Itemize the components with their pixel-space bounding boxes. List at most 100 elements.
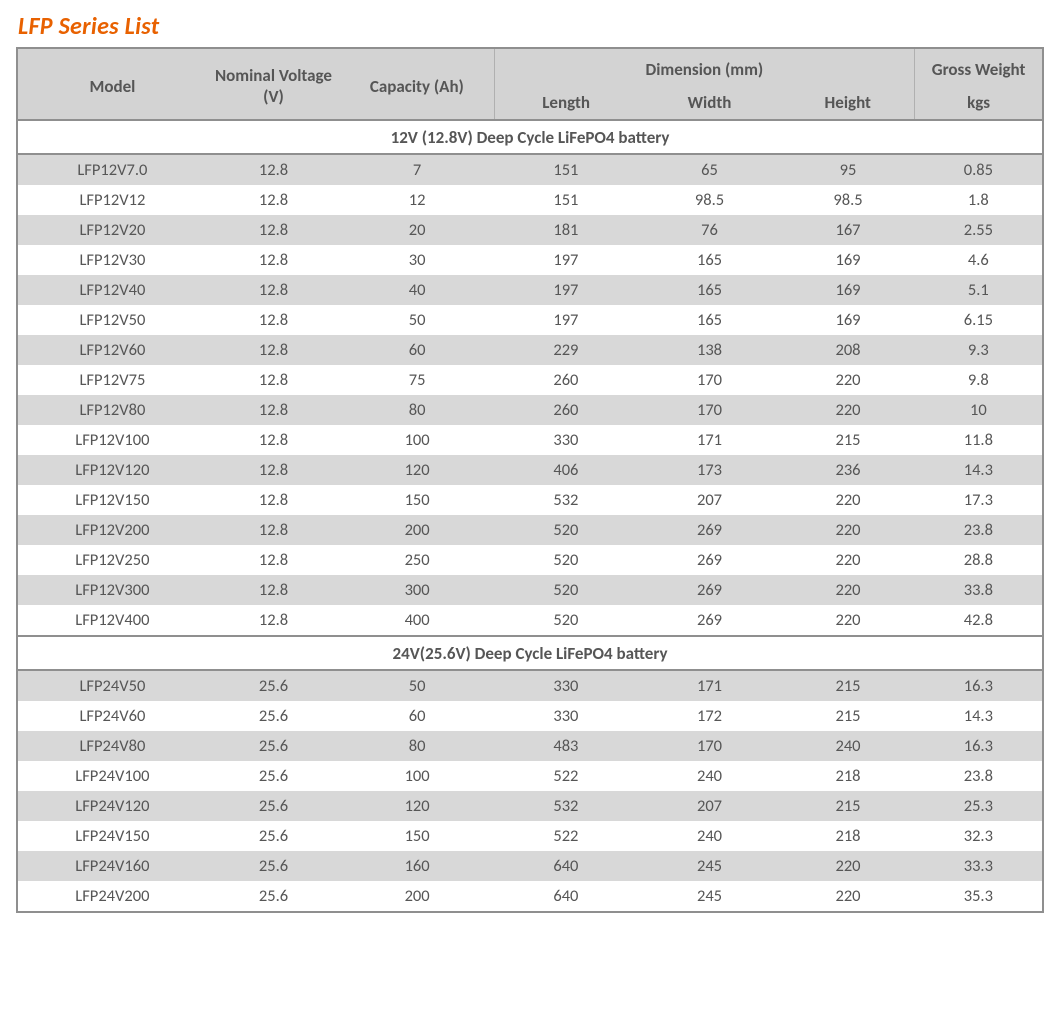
table-cell: LFP12V100 [17, 425, 207, 455]
table-cell: LFP24V200 [17, 881, 207, 912]
table-cell: 65 [638, 154, 782, 185]
table-cell: 197 [494, 245, 638, 275]
table-cell: 240 [638, 821, 782, 851]
table-cell: 12.8 [207, 185, 340, 215]
table-cell: 12.8 [207, 305, 340, 335]
table-cell: 165 [638, 275, 782, 305]
table-cell: 120 [340, 791, 494, 821]
table-cell: 160 [340, 851, 494, 881]
table-cell: 10 [915, 395, 1043, 425]
table-cell: 200 [340, 515, 494, 545]
table-cell: 520 [494, 515, 638, 545]
table-cell: 220 [781, 545, 914, 575]
table-cell: 330 [494, 701, 638, 731]
col-dimension-group: Dimension (mm) [494, 48, 915, 86]
table-cell: 171 [638, 425, 782, 455]
table-cell: 75 [340, 365, 494, 395]
table-cell: 16.3 [915, 731, 1043, 761]
table-row: LFP12V4012.8401971651695.1 [17, 275, 1043, 305]
table-cell: 12.8 [207, 485, 340, 515]
table-cell: 12.8 [207, 365, 340, 395]
table-cell: 25.6 [207, 731, 340, 761]
table-cell: 9.8 [915, 365, 1043, 395]
table-cell: 330 [494, 670, 638, 701]
table-cell: LFP12V200 [17, 515, 207, 545]
col-length: Length [494, 86, 638, 120]
table-cell: 220 [781, 575, 914, 605]
table-cell: 269 [638, 515, 782, 545]
col-weight-line2: kgs [915, 86, 1043, 120]
table-cell: 98.5 [781, 185, 914, 215]
table-cell: 25.6 [207, 881, 340, 912]
table-cell: LFP24V160 [17, 851, 207, 881]
table-row: LFP24V6025.66033017221514.3 [17, 701, 1043, 731]
table-cell: 25.6 [207, 701, 340, 731]
col-height: Height [781, 86, 914, 120]
table-cell: 32.3 [915, 821, 1043, 851]
table-cell: 95 [781, 154, 914, 185]
table-cell: 220 [781, 395, 914, 425]
table-row: LFP24V8025.68048317024016.3 [17, 731, 1043, 761]
col-width: Width [638, 86, 782, 120]
table-cell: 50 [340, 305, 494, 335]
table-cell: 240 [638, 761, 782, 791]
table-cell: 170 [638, 395, 782, 425]
col-weight-line1: Gross Weight [915, 48, 1043, 86]
table-cell: 23.8 [915, 761, 1043, 791]
table-cell: 169 [781, 305, 914, 335]
table-cell: 16.3 [915, 670, 1043, 701]
table-cell: LFP12V7.0 [17, 154, 207, 185]
table-cell: 42.8 [915, 605, 1043, 636]
table-cell: LFP12V30 [17, 245, 207, 275]
table-cell: 229 [494, 335, 638, 365]
table-cell: 260 [494, 365, 638, 395]
table-cell: 170 [638, 365, 782, 395]
table-row: LFP12V7.012.8715165950.85 [17, 154, 1043, 185]
table-cell: 80 [340, 731, 494, 761]
table-row: LFP12V15012.815053220722017.3 [17, 485, 1043, 515]
table-cell: 532 [494, 791, 638, 821]
table-cell: 30 [340, 245, 494, 275]
table-row: LFP12V8012.88026017022010 [17, 395, 1043, 425]
table-cell: 25.3 [915, 791, 1043, 821]
table-cell: 40 [340, 275, 494, 305]
table-cell: 181 [494, 215, 638, 245]
table-cell: 520 [494, 545, 638, 575]
table-cell: LFP12V20 [17, 215, 207, 245]
table-cell: 23.8 [915, 515, 1043, 545]
table-cell: 218 [781, 821, 914, 851]
table-cell: 12.8 [207, 275, 340, 305]
table-cell: LFP24V120 [17, 791, 207, 821]
table-cell: 4.6 [915, 245, 1043, 275]
table-cell: 483 [494, 731, 638, 761]
table-cell: LFP12V300 [17, 575, 207, 605]
table-row: LFP12V2012.820181761672.55 [17, 215, 1043, 245]
table-cell: 12.8 [207, 395, 340, 425]
table-cell: 220 [781, 485, 914, 515]
table-cell: 20 [340, 215, 494, 245]
table-cell: 25.6 [207, 670, 340, 701]
table-row: LFP24V16025.616064024522033.3 [17, 851, 1043, 881]
table-cell: 197 [494, 305, 638, 335]
table-cell: 207 [638, 791, 782, 821]
table-cell: LFP12V60 [17, 335, 207, 365]
table-cell: LFP24V150 [17, 821, 207, 851]
table-cell: 269 [638, 545, 782, 575]
table-cell: 173 [638, 455, 782, 485]
spec-table: Model Nominal Voltage (V) Capacity (Ah) … [16, 47, 1044, 913]
table-row: LFP24V10025.610052224021823.8 [17, 761, 1043, 791]
table-cell: 218 [781, 761, 914, 791]
table-cell: LFP12V80 [17, 395, 207, 425]
table-cell: 207 [638, 485, 782, 515]
table-cell: 76 [638, 215, 782, 245]
page-title: LFP Series List [18, 12, 1044, 41]
table-cell: 250 [340, 545, 494, 575]
table-cell: 236 [781, 455, 914, 485]
table-cell: 120 [340, 455, 494, 485]
table-cell: 60 [340, 335, 494, 365]
table-cell: LFP12V75 [17, 365, 207, 395]
section-heading: 24V(25.6V) Deep Cycle LiFePO4 battery [17, 636, 1043, 670]
table-cell: 245 [638, 851, 782, 881]
table-cell: 520 [494, 605, 638, 636]
table-cell: 12.8 [207, 545, 340, 575]
